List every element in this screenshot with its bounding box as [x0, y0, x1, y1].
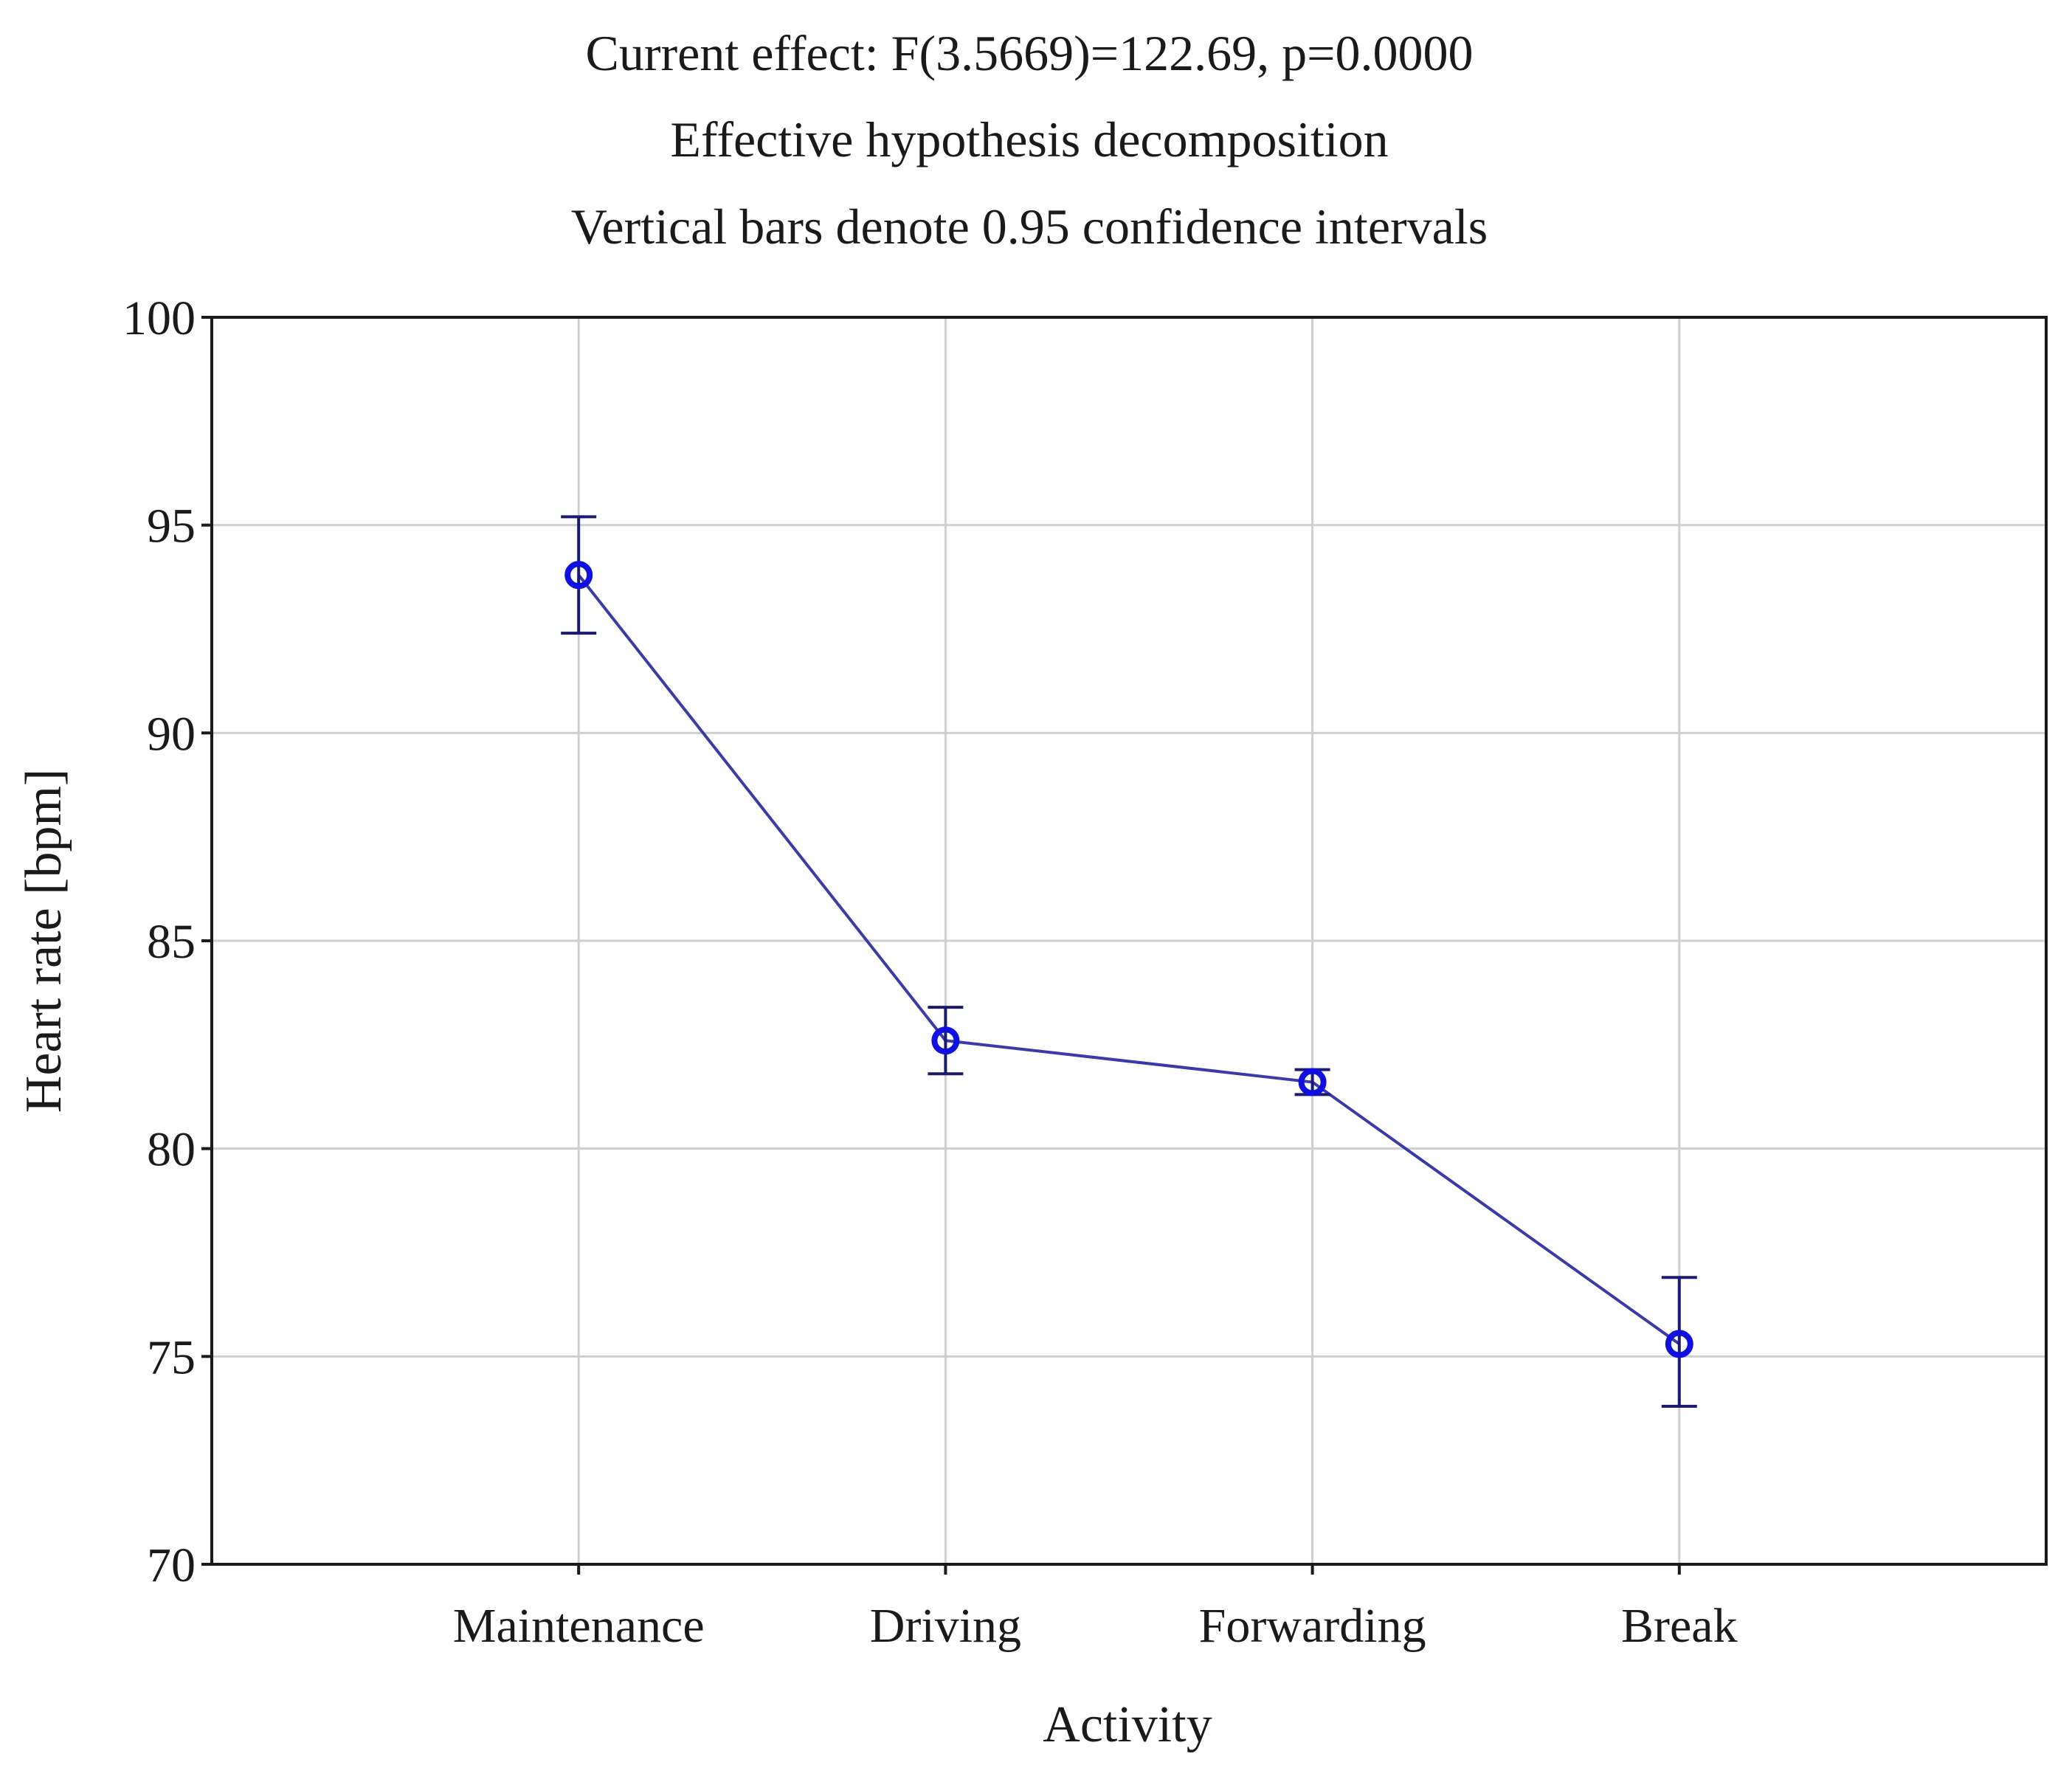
x-tick-label: Forwarding: [1199, 1599, 1426, 1653]
x-tick-label: Driving: [870, 1599, 1021, 1653]
x-tick-label: Maintenance: [453, 1599, 705, 1653]
data-point: [1298, 1068, 1327, 1096]
title-line-1: Current effect: F(3.5669)=122.69, p=0.00…: [586, 25, 1474, 81]
x-axis-ticks: Maintenance Driving Forwarding Break: [453, 1564, 1738, 1653]
title-line-3: Vertical bars denote 0.95 confidence int…: [571, 198, 1488, 255]
series-line: [577, 574, 1680, 1346]
data-point: [564, 561, 593, 590]
chart-title: Current effect: F(3.5669)=122.69, p=0.00…: [571, 25, 1488, 255]
y-tick-label: 85: [147, 915, 196, 969]
gridlines: [212, 317, 2046, 1564]
plot-area-frame: [210, 316, 2048, 1566]
data-point: [931, 1026, 960, 1055]
y-tick-label: 75: [147, 1330, 196, 1384]
y-tick-label: 80: [147, 1123, 196, 1177]
y-tick-label: 95: [147, 500, 196, 553]
y-tick-label: 100: [122, 291, 196, 345]
y-axis-label: Heart rate [bpm]: [15, 769, 72, 1113]
x-tick-label: Break: [1621, 1599, 1738, 1653]
y-axis-ticks: 70 75 80 85 90 95 100: [122, 291, 212, 1592]
y-tick-label: 70: [147, 1538, 196, 1592]
series-heart-rate: [561, 515, 1697, 1408]
title-line-2: Effective hypothesis decomposition: [670, 111, 1388, 167]
y-tick-label: 90: [147, 707, 196, 761]
data-point: [1665, 1330, 1693, 1358]
x-axis-label: Activity: [1043, 1696, 1212, 1753]
